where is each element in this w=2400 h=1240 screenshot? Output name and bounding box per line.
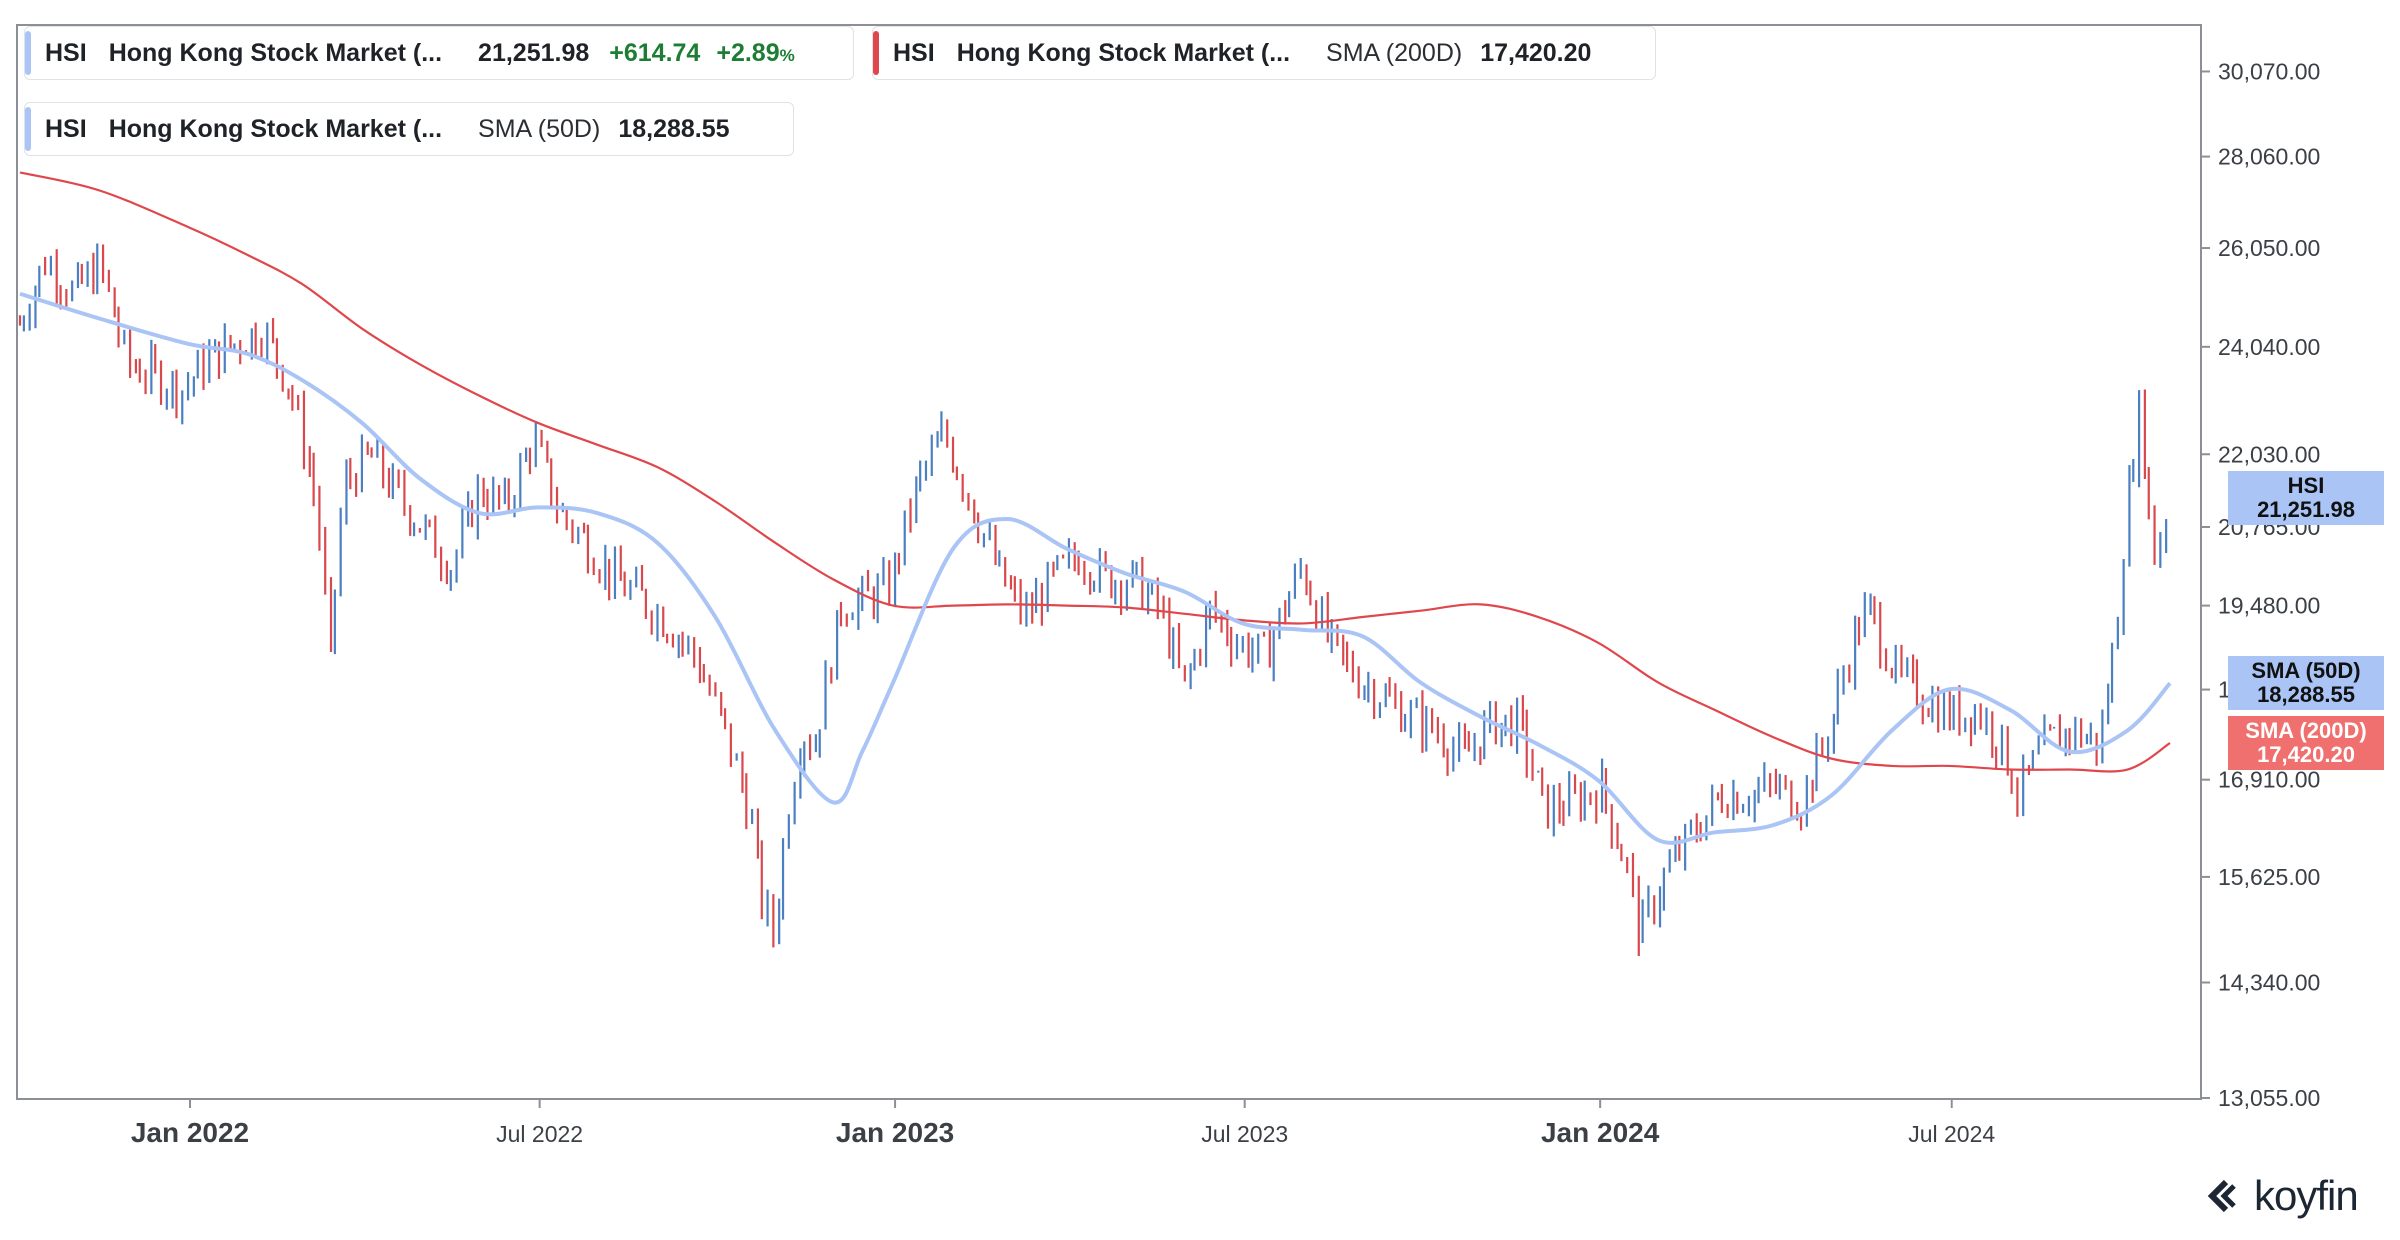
legend-value: 18,288.55 bbox=[618, 114, 730, 143]
y-axis: 13,055.0014,340.0015,625.0016,910.0018,1… bbox=[2200, 58, 2320, 1111]
sma200-tag-label: SMA (200D) bbox=[2245, 718, 2367, 744]
chart-frame bbox=[16, 24, 2202, 1100]
x-tick-label: Jan 2023 bbox=[836, 1117, 954, 1148]
legend-sma200[interactable]: HSI Hong Kong Stock Market (... SMA (200… bbox=[872, 26, 1656, 80]
legend-name: Hong Kong Stock Market (... bbox=[108, 38, 443, 67]
legend-change-pct: +2.89% bbox=[716, 38, 795, 67]
y-tick-label: 22,030.00 bbox=[2218, 441, 2320, 467]
sma200-line bbox=[19, 171, 2171, 773]
y-tick-label: 30,070.00 bbox=[2218, 58, 2320, 84]
legend-name: Hong Kong Stock Market (... bbox=[956, 38, 1291, 67]
x-tick-label: Jul 2022 bbox=[496, 1121, 583, 1147]
indicator-lines bbox=[19, 171, 2172, 845]
price-candles bbox=[18, 243, 2168, 957]
legend-value: 17,420.20 bbox=[1480, 38, 1592, 67]
y-tick-label: 24,040.00 bbox=[2218, 334, 2320, 360]
price-tag: HSI 21,251.98 bbox=[2228, 471, 2384, 526]
legend-ticker: HSI bbox=[45, 38, 87, 67]
legend-change: +614.74 bbox=[609, 38, 701, 67]
sma50-tag: SMA (50D) 18,288.55 bbox=[2228, 656, 2384, 711]
y-tick-label: 19,480.00 bbox=[2218, 593, 2320, 619]
sma50-tag-value: 18,288.55 bbox=[2257, 682, 2355, 708]
x-tick-label: Jul 2024 bbox=[1908, 1121, 1995, 1147]
legend-color-bar bbox=[25, 31, 31, 75]
koyfin-logo-text: koyfin bbox=[2254, 1172, 2359, 1219]
legend-price[interactable]: HSI Hong Kong Stock Market (... 21,251.9… bbox=[24, 26, 854, 80]
y-tick-label: 13,055.00 bbox=[2218, 1085, 2320, 1111]
price-tag-value: 21,251.98 bbox=[2257, 497, 2355, 523]
legend-indicator: SMA (50D) bbox=[478, 114, 601, 143]
legend-indicator: SMA (200D) bbox=[1326, 38, 1463, 67]
legend-color-bar bbox=[25, 107, 31, 151]
legend-ticker: HSI bbox=[45, 114, 87, 143]
y-tick-label: 26,050.00 bbox=[2218, 235, 2320, 261]
legend-name: Hong Kong Stock Market (... bbox=[108, 114, 443, 143]
legend-value: 21,251.98 bbox=[478, 38, 590, 67]
koyfin-logo: koyfin bbox=[2204, 1172, 2359, 1220]
x-axis: Jan 2022 Jul 2022 Jan 2023 Jul 2023 Jan 2024… bbox=[131, 1098, 1995, 1148]
x-tick-label: Jan 2022 bbox=[131, 1117, 249, 1148]
sma200-tag-value: 17,420.20 bbox=[2257, 742, 2355, 768]
legend-sma50[interactable]: HSI Hong Kong Stock Market (... SMA (50D… bbox=[24, 102, 794, 156]
x-tick-label: Jul 2023 bbox=[1201, 1121, 1288, 1147]
koyfin-logo-icon bbox=[2207, 1179, 2236, 1213]
price-tag-label: HSI bbox=[2287, 473, 2325, 499]
y-tick-label: 16,910.00 bbox=[2218, 767, 2320, 793]
y-tick-label: 28,060.00 bbox=[2218, 144, 2320, 170]
y-tick-label: 15,625.00 bbox=[2218, 864, 2320, 890]
x-tick-label: Jan 2024 bbox=[1541, 1117, 1660, 1148]
y-tick-label: 14,340.00 bbox=[2218, 969, 2320, 995]
legend-ticker: HSI bbox=[893, 38, 935, 67]
sma50-line bbox=[19, 291, 2172, 845]
sma50-tag-label: SMA (50D) bbox=[2251, 658, 2361, 684]
sma200-tag: SMA (200D) 17,420.20 bbox=[2228, 716, 2384, 771]
legend-color-bar bbox=[873, 31, 879, 75]
